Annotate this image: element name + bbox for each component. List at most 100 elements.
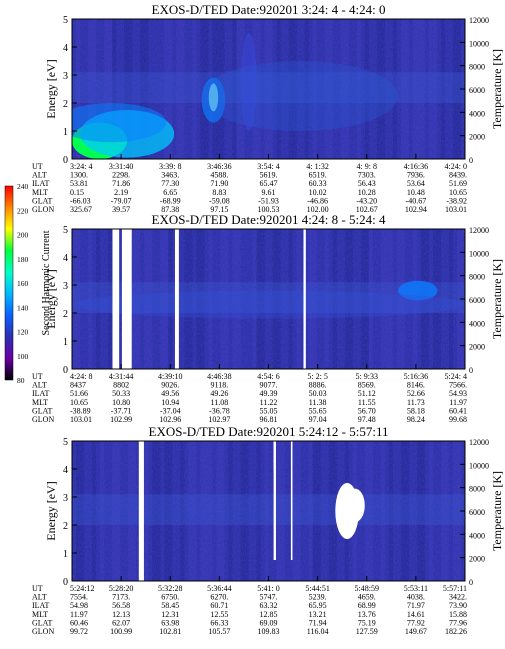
x-table-cell: 5:44:51: [305, 584, 329, 593]
y2-tick-label: 12000: [469, 438, 489, 447]
table-row-label: GLON: [32, 205, 54, 214]
x-table-cell: 4:16:36: [404, 162, 428, 171]
x-table-cell: 2298.: [112, 171, 130, 180]
x-table-cell: -37.04: [160, 406, 181, 415]
panel-1: EXOS-D/TED Date:920201 3:24: 4 - 4:24: 0…: [32, 2, 504, 214]
x-table-cell: 39.57: [112, 205, 130, 214]
table-row-label: ALT: [32, 593, 47, 602]
x-table-cell: 63.32: [260, 601, 278, 610]
table-row-label: GLAT: [32, 406, 53, 415]
x-table-cell: 6270.: [210, 593, 228, 602]
table-row-label: UT: [32, 372, 43, 381]
x-table-cell: -38.92: [446, 196, 467, 205]
x-table-cell: 56.43: [358, 179, 376, 188]
x-table-cell: 3:54: 4: [257, 162, 279, 171]
table-row-label: MLT: [32, 610, 48, 619]
x-table-cell: 102.67: [356, 205, 378, 214]
x-table-cell: -51.93: [258, 196, 279, 205]
x-table-cell: 7566.: [449, 381, 467, 390]
x-table-cell: 71.90: [210, 179, 228, 188]
x-table-cell: 98.24: [407, 415, 425, 424]
table-row-label: ILAT: [32, 179, 49, 188]
x-table-cell: 5:48:59: [355, 584, 379, 593]
spectrogram-field: [72, 441, 465, 581]
x-table-cell: 51.69: [449, 179, 467, 188]
y-tick-label: 2: [63, 99, 68, 110]
x-table-cell: 71.86: [112, 179, 130, 188]
colorbar-tick-label: 240: [17, 182, 29, 191]
x-table-cell: 103.01: [70, 415, 92, 424]
y-tick-label: 1: [63, 549, 68, 560]
y2-tick-label: 6000: [469, 296, 485, 305]
y-tick-label: 1: [63, 127, 68, 138]
x-table-cell: 12.85: [260, 610, 278, 619]
x-table-cell: 60.46: [70, 618, 88, 627]
x-table-cell: 53.64: [407, 179, 425, 188]
y-tick-label: 3: [63, 71, 68, 82]
x-table-cell: 5:41: 0: [257, 584, 279, 593]
x-table-cell: 51.66: [70, 389, 88, 398]
y-tick-label: 5: [63, 437, 68, 448]
x-table-cell: 54.98: [70, 601, 88, 610]
colorbar-tick-label: 80: [17, 376, 25, 385]
x-table-cell: 58.18: [407, 406, 425, 415]
x-table-cell: 11.97: [70, 610, 88, 619]
y-tick-label: 4: [63, 43, 68, 54]
x-table-cell: 3422.: [449, 593, 467, 602]
x-table-cell: 103.01: [445, 205, 467, 214]
colorbar-tick-label: 180: [17, 255, 29, 264]
x-table-cell: 5:53:11: [404, 584, 428, 593]
y2-tick-label: 4000: [469, 109, 485, 118]
x-table-cell: 11.22: [260, 398, 278, 407]
x-table-cell: 4: 9: 8: [357, 162, 377, 171]
colorbar-tick-label: 220: [17, 206, 29, 215]
colorbar-tick-label: 100: [17, 352, 29, 361]
x-table-cell: 7173.: [112, 593, 130, 602]
table-row-label: UT: [32, 162, 43, 171]
x-table-cell: 4659.: [358, 593, 376, 602]
x-table-cell: 5239.: [309, 593, 327, 602]
x-table-cell: -46.86: [307, 196, 328, 205]
x-table-cell: 5:57:11: [443, 584, 467, 593]
x-table-cell: 3:31:40: [109, 162, 133, 171]
intensity-feature: [208, 83, 219, 112]
x-table-cell: 5747.: [260, 593, 278, 602]
x-table-cell: 105.57: [208, 627, 230, 636]
data-gap: [290, 441, 293, 560]
y-axis-label: Energy [eV]: [44, 59, 58, 118]
x-table-cell: 7303.: [358, 171, 376, 180]
y2-tick-label: 10000: [469, 39, 489, 48]
y-tick-label: 2: [63, 521, 68, 532]
y2-tick-label: 12000: [469, 16, 489, 25]
y2-tick-label: 4000: [469, 319, 485, 328]
x-table-cell: 102.94: [405, 205, 427, 214]
y-axis-label: Energy [eV]: [44, 269, 58, 328]
y-tick-label: 0: [63, 155, 68, 166]
x-table-cell: 10.28: [358, 188, 376, 197]
x-table-cell: 3:24: 4: [70, 162, 92, 171]
y-tick-label: 3: [63, 281, 68, 292]
colorbar-tick-label: 140: [17, 303, 29, 312]
x-table-cell: 55.05: [260, 406, 278, 415]
y2-axis-label: Temperature [K]: [490, 49, 504, 129]
x-table-cell: -59.08: [209, 196, 230, 205]
colorbar-gradient: [4, 185, 14, 381]
data-gap: [273, 441, 276, 560]
x-table-cell: 99.72: [70, 627, 88, 636]
x-table-cell: 2.19: [114, 188, 128, 197]
x-table-cell: 8.83: [212, 188, 226, 197]
x-table-cell: 11.73: [407, 398, 425, 407]
spectrogram-noise: [72, 441, 465, 581]
x-table-cell: 60.41: [449, 406, 467, 415]
intensity-feature: [345, 488, 365, 523]
table-row-label: ALT: [32, 381, 47, 390]
y-tick-label: 4: [63, 465, 68, 476]
x-table-cell: 3:46:36: [207, 162, 231, 171]
x-table-cell: 49.26: [210, 389, 228, 398]
x-table-cell: 9026.: [161, 381, 179, 390]
y2-axis-label: Temperature [K]: [490, 259, 504, 339]
x-table-cell: 13.21: [309, 610, 327, 619]
x-table-cell: 60.71: [210, 601, 228, 610]
y-tick-label: 5: [63, 225, 68, 236]
